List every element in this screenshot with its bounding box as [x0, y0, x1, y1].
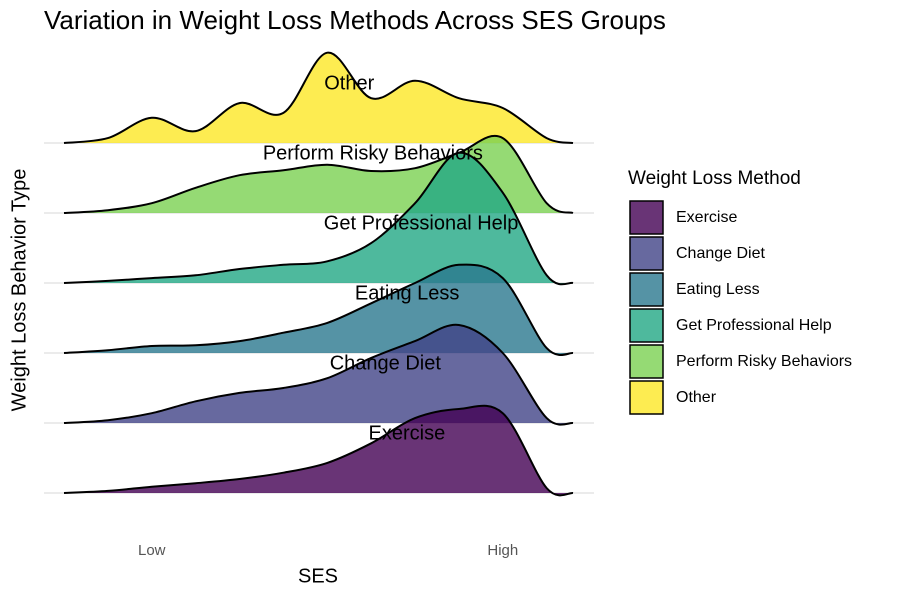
ridge-area — [64, 52, 573, 143]
ridge-line — [63, 323, 574, 426]
ridge-label: Perform Risky Behaviors — [263, 142, 483, 164]
legend-label: Change Diet — [676, 245, 766, 262]
x-tick-label: Low — [138, 542, 166, 559]
ridge-line — [63, 51, 574, 144]
legend-swatch — [629, 308, 664, 343]
legend-swatch — [629, 344, 664, 379]
ridge-line — [63, 404, 574, 497]
x-tick-label: High — [487, 542, 518, 559]
legend-swatch — [629, 272, 664, 307]
ridge-label: Eating Less — [355, 282, 460, 304]
legend-label: Perform Risky Behaviors — [676, 353, 852, 370]
ridge-label: Other — [324, 72, 374, 94]
ridge-label: Exercise — [369, 422, 446, 444]
y-axis-title: Weight Loss Behavior Type — [8, 169, 30, 412]
ridge-line — [63, 263, 574, 356]
legend-swatch — [629, 200, 664, 235]
ridge-label: Change Diet — [330, 352, 442, 374]
legend-label: Eating Less — [676, 281, 760, 298]
chart-title: Variation in Weight Loss Methods Across … — [44, 5, 666, 35]
legend-label: Get Professional Help — [676, 317, 832, 334]
ridge-line — [63, 151, 574, 286]
legend-swatch — [629, 236, 664, 271]
ridge-label: Get Professional Help — [324, 212, 519, 234]
ridge-line — [63, 135, 574, 214]
x-axis-title: SES — [298, 565, 338, 587]
ridge-area — [64, 405, 573, 496]
legend-label: Exercise — [676, 209, 737, 226]
legend-label: Other — [676, 389, 717, 406]
legend-swatch — [629, 380, 664, 415]
legend-title: Weight Loss Method — [628, 168, 801, 189]
ridge-area — [64, 324, 573, 425]
ridge-area — [64, 152, 573, 285]
